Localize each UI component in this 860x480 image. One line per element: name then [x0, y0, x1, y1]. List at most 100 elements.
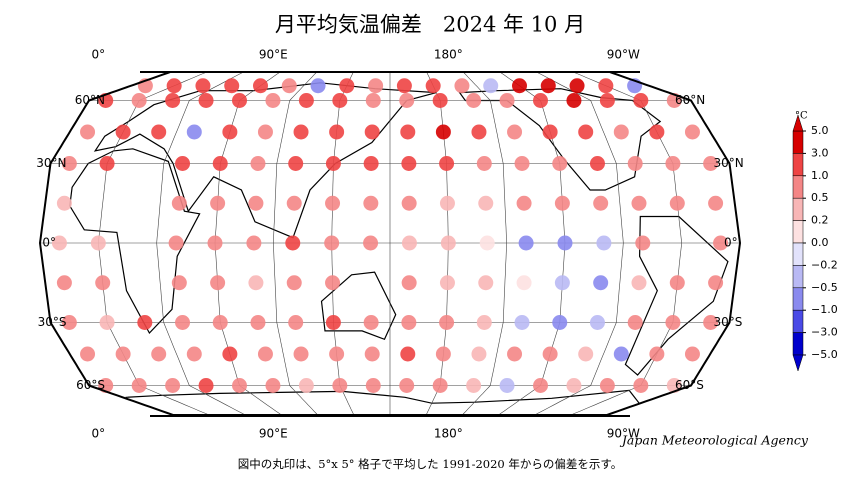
anomaly-dot — [175, 315, 191, 330]
anomaly-dot — [507, 124, 523, 140]
anomaly-dot — [288, 315, 304, 330]
anomaly-dot — [439, 195, 455, 211]
colorbar-segment — [792, 287, 804, 311]
anomaly-dot — [476, 315, 492, 330]
anomaly-dot — [171, 195, 187, 211]
colorbar-segment — [792, 332, 804, 356]
colorbar-segment — [792, 130, 804, 154]
anomaly-dot — [512, 78, 527, 94]
lat-label-left: 60°N — [75, 93, 105, 107]
anomaly-dot — [293, 346, 309, 362]
coastline — [69, 148, 201, 335]
anomaly-dot — [288, 156, 304, 171]
credit: Japan Meteorological Agency — [619, 433, 809, 448]
anomaly-dot — [400, 346, 416, 362]
lat-label-right: 30°N — [714, 156, 744, 170]
colorbar-label: −0.5 — [811, 281, 838, 294]
colorbar-label: −5.0 — [811, 348, 838, 361]
anomaly-dot — [363, 156, 379, 171]
anomaly-dot — [435, 346, 451, 362]
map-outline — [38, 72, 742, 416]
colorbar-label: −0.2 — [811, 258, 838, 271]
anomaly-dot — [466, 93, 482, 108]
anomaly-dot — [151, 124, 167, 140]
anomaly-dot — [631, 195, 647, 211]
anomaly-dot — [593, 195, 609, 211]
anomaly-dot — [332, 93, 348, 108]
anomaly-dot — [554, 195, 570, 211]
anomaly-dot — [198, 93, 214, 108]
anomaly-dot — [589, 156, 605, 171]
anomaly-dot — [131, 378, 147, 393]
colorbar-segment — [792, 220, 804, 244]
colorbar-label: −3.0 — [811, 326, 838, 339]
anomaly-dot — [325, 195, 341, 211]
anomaly-dot — [364, 124, 380, 140]
anomaly-dot — [325, 156, 341, 171]
anomaly-dot — [439, 315, 455, 330]
anomaly-dot — [257, 346, 273, 362]
anomaly-dot — [599, 378, 615, 393]
anomaly-dot — [708, 195, 724, 211]
anomaly-dot — [195, 78, 211, 94]
anomaly-dot — [365, 93, 381, 108]
title: 月平均気温偏差 2024 年 10 月 — [275, 13, 585, 37]
anomaly-dot — [552, 156, 568, 171]
anomaly-dot — [232, 93, 247, 108]
colorbar-segment — [792, 153, 804, 177]
anomaly-dot — [265, 378, 281, 393]
anomaly-dot — [514, 315, 530, 330]
anomaly-dot — [557, 235, 573, 251]
anomaly-dot — [363, 195, 379, 211]
anomaly-dot — [293, 124, 309, 140]
anomaly-dot — [80, 346, 96, 362]
anomaly-dot — [478, 275, 494, 291]
anomaly-dot — [613, 124, 629, 140]
anomaly-dot — [99, 156, 115, 171]
anomaly-dot — [80, 124, 96, 140]
anomaly-dot — [250, 156, 266, 171]
anomaly-dot — [248, 275, 264, 291]
lat-label-right: 0° — [724, 236, 738, 250]
anomaly-dot — [627, 315, 643, 330]
anomaly-dot — [627, 156, 643, 171]
lon-label-top: 0° — [92, 48, 106, 62]
lat-label-right: 30°S — [714, 315, 743, 329]
anomaly-dot — [165, 378, 181, 393]
anomaly-dot — [232, 378, 247, 393]
colorbar-label: −1.0 — [811, 303, 838, 316]
lon-label-bottom: 90°E — [259, 427, 288, 441]
colorbar-max-arrow — [792, 114, 804, 132]
anomaly-dot — [171, 275, 187, 291]
anomaly-dot — [499, 93, 515, 108]
lat-label-right: 60°N — [675, 93, 705, 107]
anomaly-dot — [439, 156, 455, 171]
anomaly-dot — [440, 235, 456, 251]
anomaly-dot — [518, 235, 534, 251]
anomaly-dot — [61, 156, 77, 171]
anomaly-dot — [533, 378, 548, 393]
anomaly-dot — [166, 78, 182, 94]
colorbar-segment — [792, 265, 804, 289]
anomaly-dot — [593, 275, 609, 291]
anomaly-dot — [665, 156, 681, 171]
anomaly-dot — [401, 275, 417, 291]
anomaly-dot — [399, 93, 415, 108]
lon-label-top: 90°E — [259, 48, 288, 62]
anomaly-dot — [325, 275, 341, 291]
anomaly-dot — [516, 275, 532, 291]
anomaly-dot — [649, 346, 665, 362]
anomaly-dot — [51, 235, 67, 251]
anomaly-dot — [364, 346, 380, 362]
map-bottom-edge — [150, 415, 630, 417]
colorbar-segment — [792, 197, 804, 221]
colorbar-min-arrow — [792, 354, 804, 372]
anomaly-dot — [479, 235, 495, 251]
anomaly-dot — [399, 378, 415, 393]
anomaly-dot — [165, 93, 181, 108]
anomaly-dot — [365, 378, 381, 393]
anomaly-dot — [115, 346, 131, 362]
anomaly-dot — [401, 195, 417, 211]
colorbar-label: 0.0 — [811, 236, 829, 249]
